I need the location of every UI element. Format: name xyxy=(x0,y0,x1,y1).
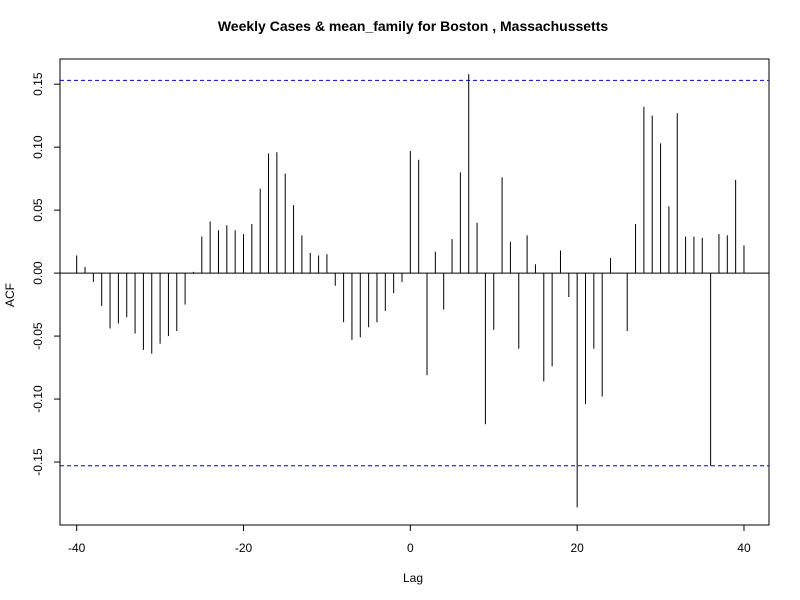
x-tick-label: 40 xyxy=(737,541,751,555)
y-tick-label: -0.15 xyxy=(31,448,45,476)
y-axis: -0.15 -0.10 -0.05 0.00 0.05 0.10 0.15 xyxy=(31,72,61,476)
y-tick-label: 0.15 xyxy=(31,72,45,96)
x-tick-label: 0 xyxy=(407,541,414,555)
x-axis: -40 -20 0 20 40 xyxy=(68,524,751,555)
y-tick-label: 0.10 xyxy=(31,135,45,159)
y-axis-label: ACF xyxy=(3,283,17,307)
x-tick-label: 20 xyxy=(570,541,584,555)
y-tick-label: -0.10 xyxy=(31,385,45,413)
x-tick-label: -20 xyxy=(235,541,253,555)
acf-bars xyxy=(76,74,745,508)
x-axis-label: Lag xyxy=(403,571,423,585)
y-tick-label: 0.00 xyxy=(31,261,45,285)
y-tick-label: -0.05 xyxy=(31,322,45,350)
confidence-lines xyxy=(60,79,769,467)
chart-title: Weekly Cases & mean_family for Boston , … xyxy=(218,18,609,34)
plot-frame xyxy=(59,58,770,526)
x-tick-label: -40 xyxy=(68,541,86,555)
y-tick-label: 0.05 xyxy=(31,198,45,222)
